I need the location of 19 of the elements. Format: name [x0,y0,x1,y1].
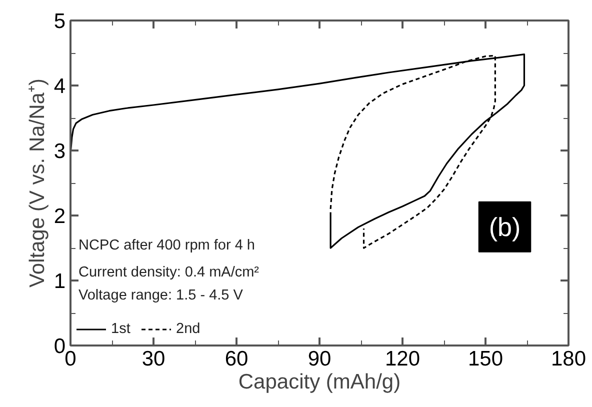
x-tick-label: 60 [224,348,248,370]
annotation: (b) [488,212,521,242]
x-tick-label: 90 [308,348,332,370]
y-axis-title: Voltage (V vs. Na/Na⁺) [26,78,49,288]
annotation: NCPC after 400 rpm for 4 h [78,238,255,254]
x-tick-label: 30 [142,348,166,370]
annotation: Current density: 0.4 mA/cm² [78,264,260,280]
y-tick-label: 5 [54,10,66,33]
x-axis-title: Capacity (mAh/g) [238,370,401,394]
x-tick-label: 180 [550,348,586,370]
y-tick-label: 2 [54,205,66,228]
y-tick-label: 1 [54,270,66,293]
legend-label: 1st [111,321,131,337]
x-tick-label: 120 [384,348,420,370]
y-tick-label: 3 [54,140,66,163]
legend-label: 2nd [176,321,200,337]
x-tick-label: 150 [468,348,504,370]
annotation: Voltage range: 1.5 - 4.5 V [78,288,244,304]
y-tick-label: 4 [54,75,66,98]
